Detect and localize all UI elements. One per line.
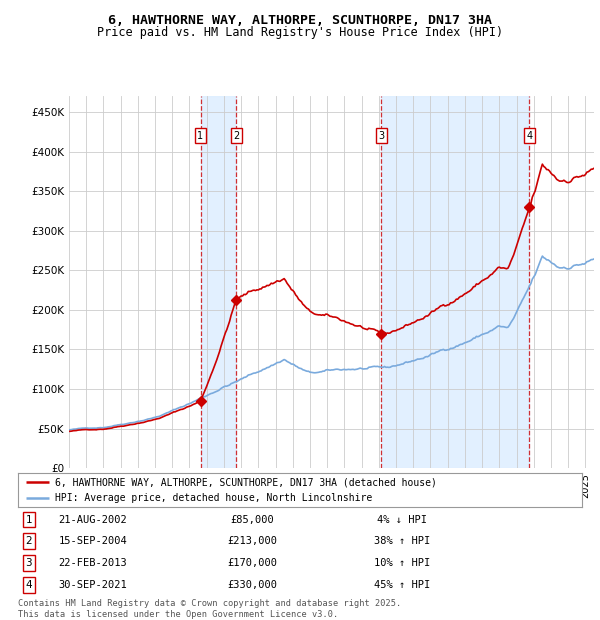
Text: £213,000: £213,000 — [227, 536, 277, 546]
Text: 2: 2 — [233, 131, 239, 141]
Text: 1: 1 — [197, 131, 203, 141]
Text: 3: 3 — [25, 558, 32, 568]
Text: 21-AUG-2002: 21-AUG-2002 — [59, 515, 127, 525]
Text: 22-FEB-2013: 22-FEB-2013 — [59, 558, 127, 568]
Text: £85,000: £85,000 — [230, 515, 274, 525]
Text: Contains HM Land Registry data © Crown copyright and database right 2025.
This d: Contains HM Land Registry data © Crown c… — [18, 600, 401, 619]
Bar — [381, 96, 529, 468]
Text: 38% ↑ HPI: 38% ↑ HPI — [374, 536, 430, 546]
Text: 45% ↑ HPI: 45% ↑ HPI — [374, 580, 430, 590]
Text: 2: 2 — [25, 536, 32, 546]
Text: £170,000: £170,000 — [227, 558, 277, 568]
Text: 15-SEP-2004: 15-SEP-2004 — [59, 536, 127, 546]
Text: 1: 1 — [25, 515, 32, 525]
Text: 6, HAWTHORNE WAY, ALTHORPE, SCUNTHORPE, DN17 3HA: 6, HAWTHORNE WAY, ALTHORPE, SCUNTHORPE, … — [108, 14, 492, 27]
Text: Price paid vs. HM Land Registry's House Price Index (HPI): Price paid vs. HM Land Registry's House … — [97, 26, 503, 39]
Text: 4: 4 — [526, 131, 533, 141]
Text: 3: 3 — [378, 131, 385, 141]
Text: 4% ↓ HPI: 4% ↓ HPI — [377, 515, 427, 525]
Text: £330,000: £330,000 — [227, 580, 277, 590]
Text: HPI: Average price, detached house, North Lincolnshire: HPI: Average price, detached house, Nort… — [55, 493, 372, 503]
Text: 6, HAWTHORNE WAY, ALTHORPE, SCUNTHORPE, DN17 3HA (detached house): 6, HAWTHORNE WAY, ALTHORPE, SCUNTHORPE, … — [55, 477, 437, 487]
Text: 4: 4 — [25, 580, 32, 590]
Text: 10% ↑ HPI: 10% ↑ HPI — [374, 558, 430, 568]
Text: 30-SEP-2021: 30-SEP-2021 — [59, 580, 127, 590]
Bar — [200, 96, 236, 468]
